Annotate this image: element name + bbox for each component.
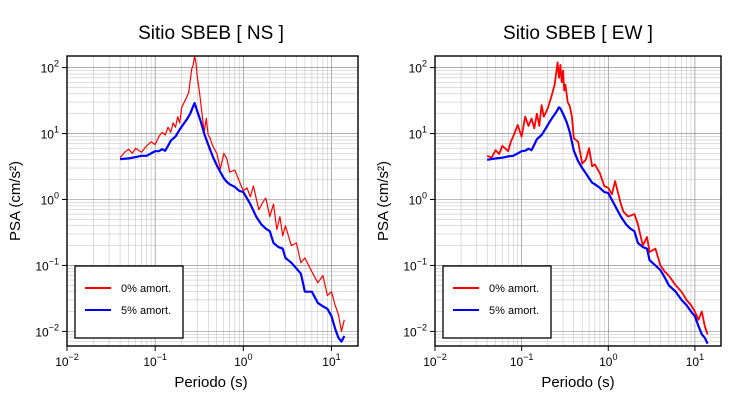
tick-exponent: −2 [437, 352, 447, 362]
tick-base: 10 [41, 128, 55, 142]
y-tick-label: 101 [409, 125, 427, 142]
x-tick-label: 10−2 [55, 352, 79, 369]
y-tick-label: 100 [409, 190, 427, 207]
tick-exponent: −2 [49, 322, 59, 332]
y-tick-label: 100 [41, 190, 59, 207]
tick-base: 10 [35, 325, 49, 339]
tick-base: 10 [322, 355, 336, 369]
series-line-red [119, 55, 345, 332]
tick-exponent: −2 [69, 352, 79, 362]
series-line-blue [487, 106, 709, 345]
tick-base: 10 [41, 62, 55, 76]
x-tick-label: 10−2 [423, 352, 447, 369]
chart-panel-ew: Sitio SBEB [ EW ] Periodo (s) PSA (cm/s²… [375, 23, 722, 391]
tick-exponent: 1 [54, 125, 59, 135]
tick-exponent: −1 [157, 352, 167, 362]
tick-base: 10 [41, 193, 55, 207]
y-tick-label: 101 [41, 125, 59, 142]
y-tick-label: 10−1 [403, 256, 427, 273]
x-tick-label: 101 [322, 352, 340, 369]
tick-exponent: −1 [417, 256, 427, 266]
x-tick-label: 101 [686, 352, 704, 369]
x-tick-label: 10−1 [510, 352, 534, 369]
tick-base: 10 [599, 355, 613, 369]
tick-base: 10 [409, 193, 423, 207]
tick-exponent: 2 [422, 59, 427, 69]
legend-label: 0% amort. [121, 283, 171, 295]
tick-base: 10 [409, 128, 423, 142]
tick-exponent: 1 [422, 125, 427, 135]
legend: 0% amort. 5% amort. [442, 265, 552, 339]
y-axis-label: PSA (cm/s²) [7, 161, 24, 241]
x-tick-label: 100 [234, 352, 252, 369]
y-axis-label: PSA (cm/s²) [375, 161, 392, 241]
tick-exponent: 1 [699, 352, 704, 362]
y-tick-label: 102 [409, 59, 427, 76]
x-tick-label: 10−1 [143, 352, 167, 369]
legend: 0% amort. 5% amort. [74, 265, 184, 339]
chart-title: Sitio SBEB [ EW ] [503, 23, 653, 44]
plot-frame [434, 55, 722, 347]
series-line-blue [120, 101, 346, 343]
y-tick-label: 102 [41, 59, 59, 76]
x-tick-label: 100 [599, 352, 617, 369]
tick-exponent: −1 [49, 256, 59, 266]
tick-exponent: 0 [422, 190, 427, 200]
tick-base: 10 [55, 355, 69, 369]
tick-marks [62, 67, 332, 351]
tick-base: 10 [403, 259, 417, 273]
x-axis-label: Periodo (s) [541, 374, 614, 391]
legend-box [74, 265, 184, 339]
tick-base: 10 [143, 355, 157, 369]
tick-exponent: −1 [523, 352, 533, 362]
tick-exponent: 2 [54, 59, 59, 69]
tick-exponent: −2 [417, 322, 427, 332]
tick-exponent: 0 [247, 352, 252, 362]
x-axis-label: Periodo (s) [174, 374, 247, 391]
chart-title: Sitio SBEB [ NS ] [138, 23, 284, 44]
tick-exponent: 0 [612, 352, 617, 362]
series-line-red [486, 61, 709, 335]
tick-base: 10 [423, 355, 437, 369]
tick-base: 10 [510, 355, 524, 369]
legend-label: 0% amort. [489, 283, 539, 295]
tick-base: 10 [409, 62, 423, 76]
legend-label: 5% amort. [489, 305, 539, 317]
y-tick-label: 10−2 [403, 322, 427, 339]
plot-frame [66, 55, 359, 347]
tick-base: 10 [35, 259, 49, 273]
y-tick-label: 10−2 [35, 322, 59, 339]
chart-panel-ns: Sitio SBEB [ NS ] Periodo (s) PSA (cm/s²… [7, 23, 359, 391]
tick-base: 10 [234, 355, 248, 369]
tick-base: 10 [403, 325, 417, 339]
grid [67, 56, 358, 346]
legend-label: 5% amort. [121, 305, 171, 317]
tick-marks [430, 67, 696, 351]
legend-box [442, 265, 552, 339]
tick-base: 10 [686, 355, 700, 369]
tick-exponent: 1 [336, 352, 341, 362]
y-tick-label: 10−1 [35, 256, 59, 273]
tick-exponent: 0 [54, 190, 59, 200]
